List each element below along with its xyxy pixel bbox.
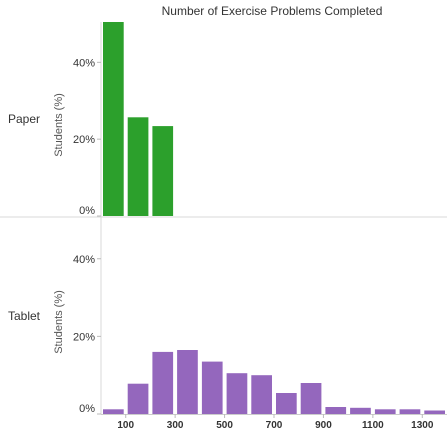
y-axis-label: Students (%) xyxy=(53,93,65,157)
panel-tablet: Tablet Students (%) 0% 20% 40% xyxy=(8,254,445,415)
y-axis-label: Students (%) xyxy=(53,290,65,354)
bar xyxy=(350,407,371,414)
row-label: Paper xyxy=(8,112,40,126)
x-tick-label: 900 xyxy=(315,420,332,431)
bar xyxy=(201,361,223,414)
bar xyxy=(276,393,297,414)
panels: Paper Students (%) 0% 20% 40% Tablet Students … xyxy=(0,22,447,415)
y-tick-label: 40% xyxy=(73,57,95,69)
bar xyxy=(399,409,421,414)
y-tick-label: 0% xyxy=(79,403,95,415)
chart-title: Number of Exercise Problems Completed xyxy=(162,4,383,18)
bar xyxy=(251,375,272,414)
row-label: Tablet xyxy=(8,309,41,323)
bar xyxy=(103,409,124,414)
bar xyxy=(424,410,445,414)
x-tick-label: 300 xyxy=(167,420,184,431)
y-tick-label: 20% xyxy=(73,134,95,146)
bar xyxy=(226,373,248,414)
bar xyxy=(127,117,149,216)
x-tick-label: 500 xyxy=(216,420,233,431)
bar xyxy=(300,383,322,414)
bar xyxy=(103,22,124,216)
panel-paper: Paper Students (%) 0% 20% 40% xyxy=(8,22,174,217)
x-tick-label: 700 xyxy=(266,420,283,431)
bar xyxy=(177,350,198,414)
x-axis: 100 300 500 700 900 1100 1300 xyxy=(101,414,447,431)
bar xyxy=(152,351,174,414)
bar xyxy=(325,407,347,414)
x-tick-label: 100 xyxy=(117,420,134,431)
x-tick-label: 1100 xyxy=(362,420,384,431)
bar xyxy=(152,126,174,216)
y-tick-label: 40% xyxy=(73,254,95,266)
y-tick-label: 20% xyxy=(73,331,95,343)
y-tick-label: 0% xyxy=(79,205,95,217)
bar xyxy=(127,383,149,414)
x-tick-label: 1300 xyxy=(411,420,434,431)
bar xyxy=(374,409,396,414)
